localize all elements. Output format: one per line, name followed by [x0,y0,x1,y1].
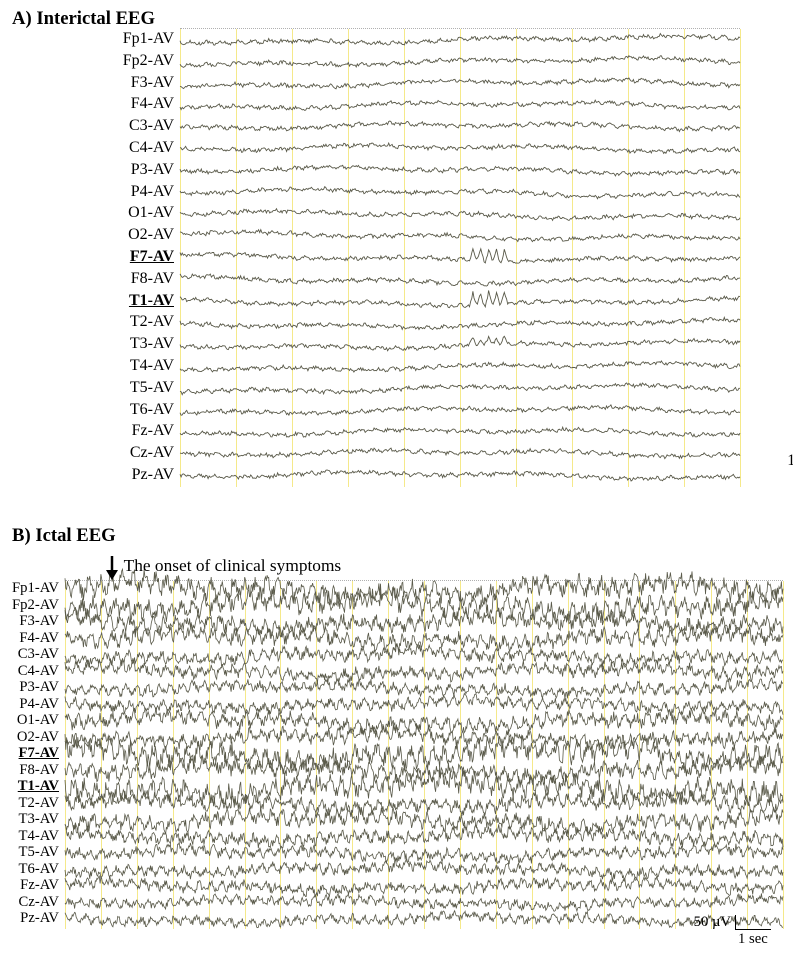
gridline [783,581,784,929]
channel-label: O2-AV [0,729,59,746]
panel-a-title: A) Interictal EEG [12,8,155,30]
channel-label: T4-AV [0,357,174,375]
panel-b-title: B) Ictal EEG [12,525,116,547]
scalebar-time-label: 1 sec [738,931,768,948]
scalebar-voltage-label: 100 µV [787,452,793,470]
channel-label: T3-AV [0,335,174,353]
gridline [348,29,349,487]
channel-label: Fz-AV [0,422,174,440]
gridline [65,581,66,929]
channel-label: Pz-AV [0,910,59,927]
gridline [639,581,640,929]
channel-label: O1-AV [0,712,59,729]
onset-arrow-icon [103,554,121,580]
channel-label: F4-AV [0,95,174,113]
channel-label: P3-AV [0,161,174,179]
channel-label: F8-AV [0,762,59,779]
channel-label: Fp2-AV [0,597,59,614]
channel-label: Fz-AV [0,877,59,894]
channel-label: P4-AV [0,183,174,201]
channel-label: Cz-AV [0,444,174,462]
onset-label: The onset of clinical symptoms [124,556,342,576]
channel-label: T5-AV [0,844,59,861]
gridline [532,581,533,929]
panel-a-chart-area: 100 µV1 sec [180,28,740,487]
gridline [316,581,317,929]
gridline [137,581,138,929]
gridline [352,581,353,929]
channel-label: F3-AV [0,74,174,92]
channel-label: T3-AV [0,811,59,828]
eeg-figure: A) Interictal EEG 100 µV1 sec B) Ictal E… [0,0,793,961]
gridline [604,581,605,929]
channel-label: T2-AV [0,795,59,812]
gridline [711,581,712,929]
channel-label: T1-AV [0,292,174,310]
channel-label: P3-AV [0,679,59,696]
channel-label: C4-AV [0,663,59,680]
gridline [516,29,517,487]
gridline [460,29,461,487]
channel-label: T6-AV [0,401,174,419]
channel-label: F7-AV [0,745,59,762]
channel-label: Pz-AV [0,466,174,484]
channel-label: Cz-AV [0,894,59,911]
gridline [404,29,405,487]
gridline [101,581,102,929]
channel-label: T6-AV [0,861,59,878]
channel-label: T1-AV [0,778,59,795]
scalebar-vertical [735,915,736,929]
channel-label: T5-AV [0,379,174,397]
channel-label: C3-AV [0,117,174,135]
gridline [740,29,741,487]
gridline [496,581,497,929]
gridline [180,29,181,487]
gridline [572,29,573,487]
channel-label: C4-AV [0,139,174,157]
gridline [280,581,281,929]
gridline [388,581,389,929]
gridline [424,581,425,929]
channel-label: O1-AV [0,204,174,222]
channel-label: O2-AV [0,226,174,244]
channel-label: F4-AV [0,630,59,647]
channel-label: F7-AV [0,248,174,266]
gridline [236,29,237,487]
channel-label: P4-AV [0,696,59,713]
gridline [568,581,569,929]
scalebar-voltage-label: 50 µV [694,914,731,931]
panel-b-chart-area: 50 µV1 sec [65,580,783,929]
scalebar-horizontal [735,929,771,930]
channel-label: T2-AV [0,313,174,331]
gridline [173,581,174,929]
gridline [684,29,685,487]
gridline [747,581,748,929]
gridline [460,581,461,929]
channel-label: Fp2-AV [0,52,174,70]
gridline [209,581,210,929]
channel-label: F3-AV [0,613,59,630]
channel-label: T4-AV [0,828,59,845]
channel-label: Fp1-AV [0,580,59,597]
channel-label: C3-AV [0,646,59,663]
gridline [245,581,246,929]
channel-label: F8-AV [0,270,174,288]
gridline [675,581,676,929]
gridline [292,29,293,487]
gridline [628,29,629,487]
channel-label: Fp1-AV [0,30,174,48]
